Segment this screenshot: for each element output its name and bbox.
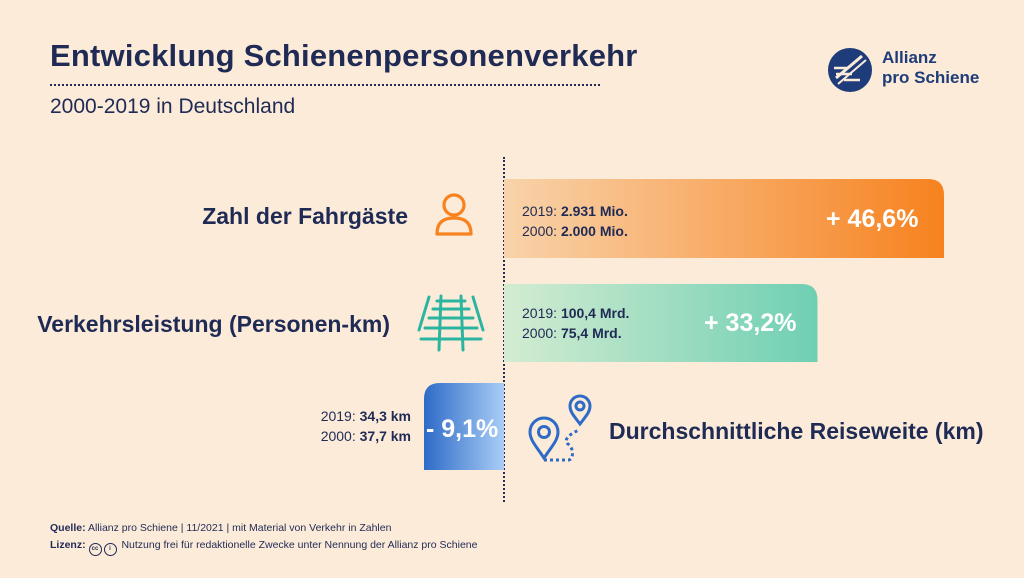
source-text: Allianz pro Schiene | 11/2021 | mit Mate… [87, 522, 392, 534]
bar-passenger-km-details: 2019: 100,4 Mrd. 2000: 75,4 Mrd. [522, 303, 629, 343]
page-title: Entwicklung Schienenpersonenverkehr [50, 38, 638, 73]
category-label-passenger-km: Verkehrsleistung (Personen-km) [37, 311, 390, 337]
logo-line-1: Allianz [882, 48, 937, 67]
category-label-trip-length: Durchschnittliche Reiseweite (km) [609, 418, 984, 444]
source-line: Quelle: Allianz pro Schiene | 11/2021 | … [50, 522, 391, 534]
license-label: Lizenz: [50, 539, 86, 551]
passengers-2000-value: 2.000 Mio. [560, 223, 628, 239]
bar-passenger-km-shape [504, 284, 818, 362]
bar-passengers-shape [504, 179, 944, 258]
bar-trip-length-details: 2019: 34,3 km 2000: 37,7 km [321, 406, 411, 446]
year-2019-label: 2019: [522, 203, 558, 219]
bar-passenger-km [504, 284, 818, 362]
attribution-icon: i [103, 543, 117, 556]
category-label-passengers: Zahl der Fahrgäste [202, 203, 408, 229]
year-2019-label: 2019: [320, 408, 356, 424]
passenger-km-2019-value: 100,4 Mrd. [560, 305, 630, 321]
railway-track-icon [417, 294, 485, 352]
title-divider [50, 84, 600, 86]
bar-passengers [504, 179, 944, 258]
license-line: Lizenz: cc i Nutzung frei für redaktionel… [50, 539, 477, 556]
logo-emblem-icon [828, 48, 872, 92]
bar-trip-length-shape [424, 383, 504, 470]
year-2000-label: 2000: [522, 223, 558, 239]
bar-passengers-details: 2019: 2.931 Mio. 2000: 2.000 Mio. [522, 201, 628, 241]
passengers-2019-value: 2.931 Mio. [560, 203, 628, 219]
map-pins-route-icon [528, 394, 592, 462]
year-2000-label: 2000: [320, 428, 356, 444]
passengers-change-label: + 46,6% [826, 205, 919, 233]
logo-line-2: pro Schiene [882, 68, 980, 87]
source-label: Quelle: [50, 522, 86, 534]
trip-length-2000-value: 37,7 km [359, 428, 411, 444]
year-2000-label: 2000: [522, 325, 558, 341]
person-icon [435, 193, 473, 236]
bar-trip-length [424, 383, 504, 470]
trip-length-2019-value: 34,3 km [359, 408, 411, 424]
license-text: Nutzung frei für redaktionelle Zwecke un… [121, 539, 478, 551]
allianz-pro-schiene-logo: Allianz pro Schiene [826, 46, 996, 92]
creative-commons-icon: cc [88, 543, 102, 556]
trip-length-change-label: - 9,1% [426, 415, 499, 443]
passenger-km-2000-value: 75,4 Mrd. [560, 325, 622, 341]
year-2019-label: 2019: [522, 305, 558, 321]
passenger-km-change-label: + 33,2% [704, 309, 797, 337]
page-subtitle: 2000-2019 in Deutschland [50, 95, 296, 118]
